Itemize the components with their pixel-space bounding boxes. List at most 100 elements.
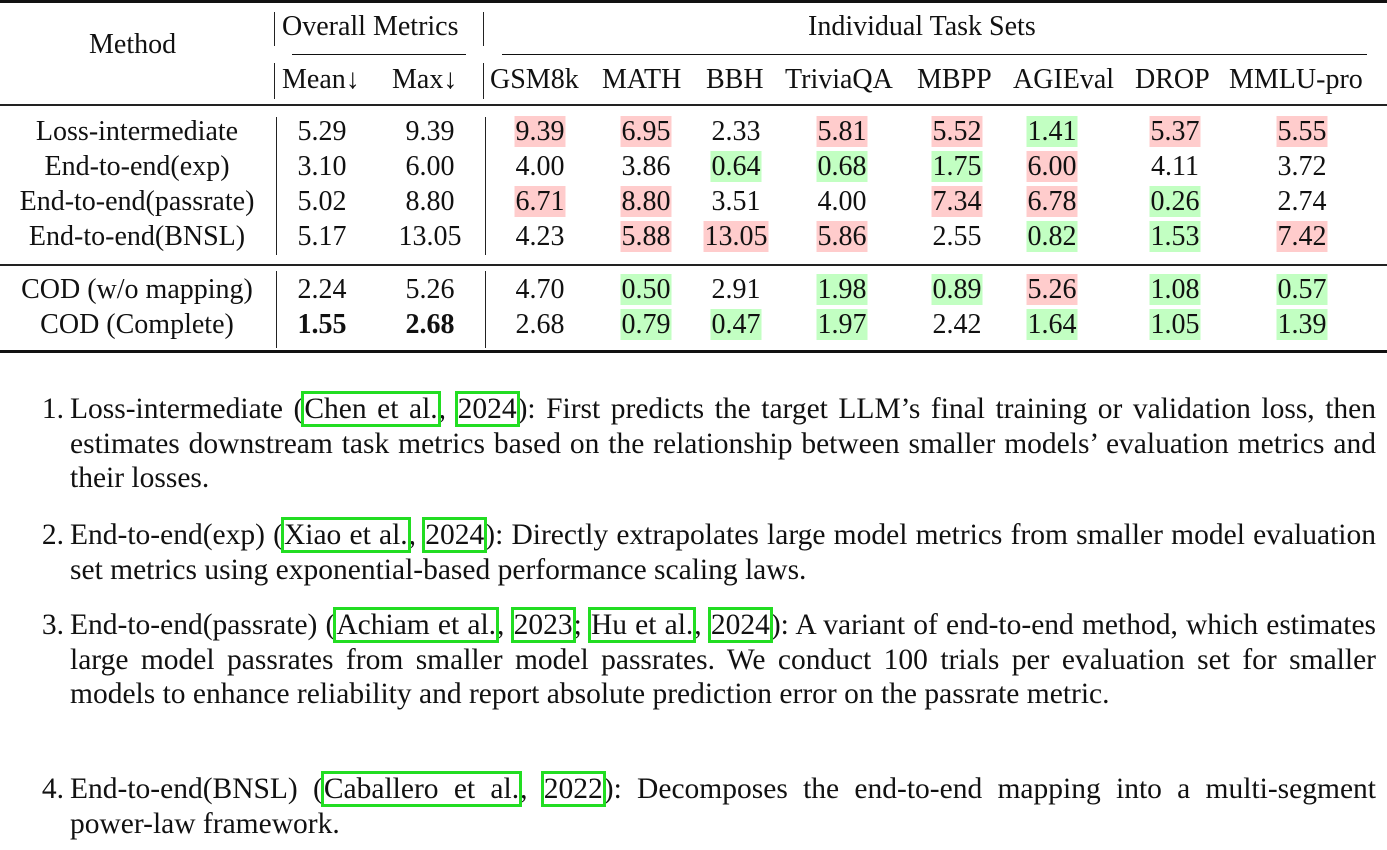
cell-mmlu-pro: 5.55 <box>1276 115 1328 149</box>
method-name: End-to-end(passrate) ( <box>70 609 336 641</box>
citation-year-link[interactable]: 2024 <box>422 517 488 553</box>
header-divider <box>483 12 484 46</box>
cell-mmlu-pro-value: 3.72 <box>1277 151 1327 182</box>
cell-mean-value: 5.02 <box>297 186 347 217</box>
table-header-rule <box>0 104 1387 106</box>
cell-gsm8k-value: 6.71 <box>514 186 566 217</box>
cell-agieval-value: 1.64 <box>1026 309 1078 340</box>
cell-agieval-value: 1.41 <box>1026 116 1078 147</box>
citation-author-link[interactable]: Xiao et al. <box>280 517 411 553</box>
citation-author-link[interactable]: Chen et al. <box>301 391 441 427</box>
method-name: End-to-end(BNSL) ( <box>70 773 323 805</box>
cell-mbpp: 2.55 <box>933 220 982 254</box>
cell-bbh-value: 13.05 <box>703 221 769 252</box>
cell-gsm8k-value: 4.00 <box>515 151 565 182</box>
cell-drop-value: 1.05 <box>1149 309 1201 340</box>
cell-mbpp-value: 0.89 <box>931 274 983 305</box>
header-method: Method <box>89 29 177 60</box>
cell-mmlu-pro-value: 1.39 <box>1276 309 1328 340</box>
list-number: 3. <box>41 609 64 641</box>
cell-agieval: 0.82 <box>1026 220 1078 254</box>
cell-mean-value: 3.10 <box>297 151 347 182</box>
citation-author-link[interactable]: Hu et al. <box>587 607 697 643</box>
cell-gsm8k: 4.23 <box>516 220 565 254</box>
cell-drop-value: 4.11 <box>1151 151 1199 182</box>
cell-bbh: 2.33 <box>712 115 761 149</box>
cell-gsm8k: 4.00 <box>516 150 565 184</box>
cell-triviaqa-value: 5.81 <box>816 116 868 147</box>
cell-math-value: 0.50 <box>620 274 672 305</box>
citation-year-link[interactable]: 2024 <box>454 391 520 427</box>
citation-author-link[interactable]: Achiam et al. <box>333 607 500 643</box>
cell-triviaqa: 0.68 <box>816 150 868 184</box>
col-agieval: AGIEval <box>1013 64 1115 95</box>
body-divider <box>276 271 277 348</box>
cell-bbh: 0.47 <box>710 308 762 342</box>
col-drop: DROP <box>1135 64 1210 95</box>
cell-drop: 0.26 <box>1149 185 1201 219</box>
cell-drop: 1.53 <box>1149 220 1201 254</box>
header-divider <box>274 12 275 46</box>
cell-mbpp: 0.89 <box>931 273 983 307</box>
cell-max-value: 6.00 <box>405 151 455 182</box>
cell-bbh: 2.91 <box>712 273 761 307</box>
cell-max: 6.00 <box>406 150 455 184</box>
cell-agieval: 6.00 <box>1026 150 1078 184</box>
cell-max-value: 5.26 <box>405 274 455 305</box>
citation-year-link[interactable]: 2022 <box>540 771 606 807</box>
row-method: Loss-intermediate <box>36 115 238 149</box>
cell-drop-value: 1.53 <box>1149 221 1201 252</box>
row-method: End-to-end(BNSL) <box>29 220 245 254</box>
row-method-value: COD (Complete) <box>40 309 234 340</box>
row-method-value: End-to-end(exp) <box>44 151 230 182</box>
cell-bbh: 3.51 <box>712 185 761 219</box>
cell-mmlu-pro-value: 0.57 <box>1276 274 1328 305</box>
method-description: ): A variant of end-to-end method, which… <box>70 609 1377 710</box>
cell-triviaqa: 5.86 <box>816 220 868 254</box>
cell-mbpp: 5.52 <box>931 115 983 149</box>
cell-max: 13.05 <box>399 220 462 254</box>
cell-mbpp: 1.75 <box>931 150 983 184</box>
header-divider <box>483 63 484 99</box>
col-triviaqa: TriviaQA <box>785 64 893 95</box>
row-method-value: End-to-end(BNSL) <box>28 221 246 252</box>
col-mean: Mean↓ <box>282 64 360 95</box>
method-name: End-to-end(exp) ( <box>70 519 283 551</box>
cmidrule-overall <box>292 54 466 55</box>
cell-triviaqa-value: 4.00 <box>817 186 867 217</box>
cell-gsm8k-value: 4.23 <box>515 221 565 252</box>
col-bbh: BBH <box>706 64 764 95</box>
cell-triviaqa: 1.98 <box>816 273 868 307</box>
cell-bbh-value: 0.64 <box>710 151 762 182</box>
cell-agieval-value: 5.26 <box>1026 274 1078 305</box>
cell-gsm8k: 9.39 <box>514 115 566 149</box>
cell-drop-value: 1.08 <box>1149 274 1201 305</box>
citation-year-link[interactable]: 2024 <box>707 607 773 643</box>
cell-max: 9.39 <box>406 115 455 149</box>
cell-max: 8.80 <box>406 185 455 219</box>
cell-mmlu-pro: 2.74 <box>1278 185 1327 219</box>
method-description: ): Directly extrapolates large model met… <box>70 519 1376 586</box>
cell-math-value: 6.95 <box>620 116 672 147</box>
citation-year-link[interactable]: 2023 <box>510 607 576 643</box>
cell-max: 5.26 <box>406 273 455 307</box>
cell-mmlu-pro-value: 2.74 <box>1277 186 1327 217</box>
cell-agieval-value: 0.82 <box>1026 221 1078 252</box>
cell-math: 6.95 <box>620 115 672 149</box>
cell-drop: 1.05 <box>1149 308 1201 342</box>
cell-mbpp: 7.34 <box>931 185 983 219</box>
cell-math: 5.88 <box>620 220 672 254</box>
cell-mean: 2.24 <box>298 273 347 307</box>
cell-triviaqa: 5.81 <box>816 115 868 149</box>
cell-gsm8k-value: 4.70 <box>515 274 565 305</box>
row-method: End-to-end(passrate) <box>20 185 255 219</box>
cell-max-value: 2.68 <box>405 309 455 340</box>
cell-mean: 1.55 <box>298 308 347 342</box>
list-number: 1. <box>41 393 64 425</box>
cell-mean-value: 5.17 <box>297 221 347 252</box>
citation-author-link[interactable]: Caballero et al. <box>320 771 523 807</box>
cell-drop-value: 0.26 <box>1149 186 1201 217</box>
cell-max: 2.68 <box>406 308 455 342</box>
cell-gsm8k: 6.71 <box>514 185 566 219</box>
col-math: MATH <box>602 64 682 95</box>
